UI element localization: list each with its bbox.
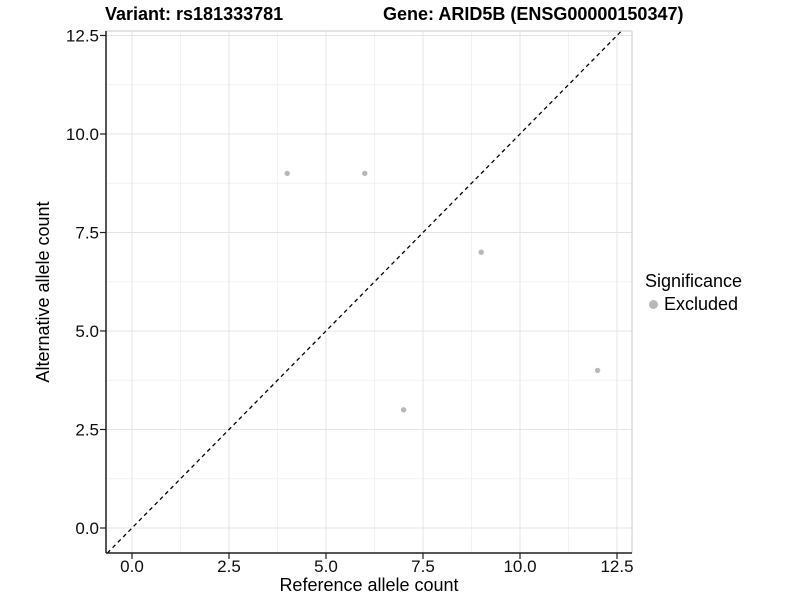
y-tick-label: 2.5	[75, 421, 99, 440]
x-tick-label: 10.0	[503, 557, 536, 576]
legend-item-excluded: Excluded	[645, 294, 742, 315]
x-tick-label: 12.5	[600, 557, 633, 576]
data-point	[594, 367, 601, 374]
y-tick-label: 0.0	[75, 519, 99, 538]
legend-point-icon	[649, 300, 658, 309]
x-axis-title: Reference allele count	[279, 575, 459, 595]
legend: Significance Excluded	[645, 271, 742, 315]
y-tick-label: 12.5	[66, 27, 99, 46]
x-tick-label: 0.0	[120, 557, 144, 576]
legend-title: Significance	[645, 271, 743, 291]
identity-line	[106, 30, 622, 554]
x-tick-label: 2.5	[217, 557, 241, 576]
data-point	[400, 407, 407, 413]
x-tick-label: 5.0	[314, 557, 338, 576]
y-tick-label: 7.5	[75, 224, 99, 243]
y-tick-label: 5.0	[75, 322, 99, 341]
data-point	[478, 249, 484, 255]
legend-item-label: Excluded	[664, 294, 739, 314]
variant-title: Variant: rs181333781	[105, 4, 284, 24]
x-tick-label: 7.5	[411, 557, 435, 576]
y-tick-label: 10.0	[66, 125, 99, 144]
gene-title: Gene: ARID5B (ENSG00000150347)	[383, 4, 684, 24]
data-point	[362, 170, 368, 177]
y-axis-title: Alternative allele count	[33, 201, 53, 383]
data-point	[284, 170, 290, 177]
